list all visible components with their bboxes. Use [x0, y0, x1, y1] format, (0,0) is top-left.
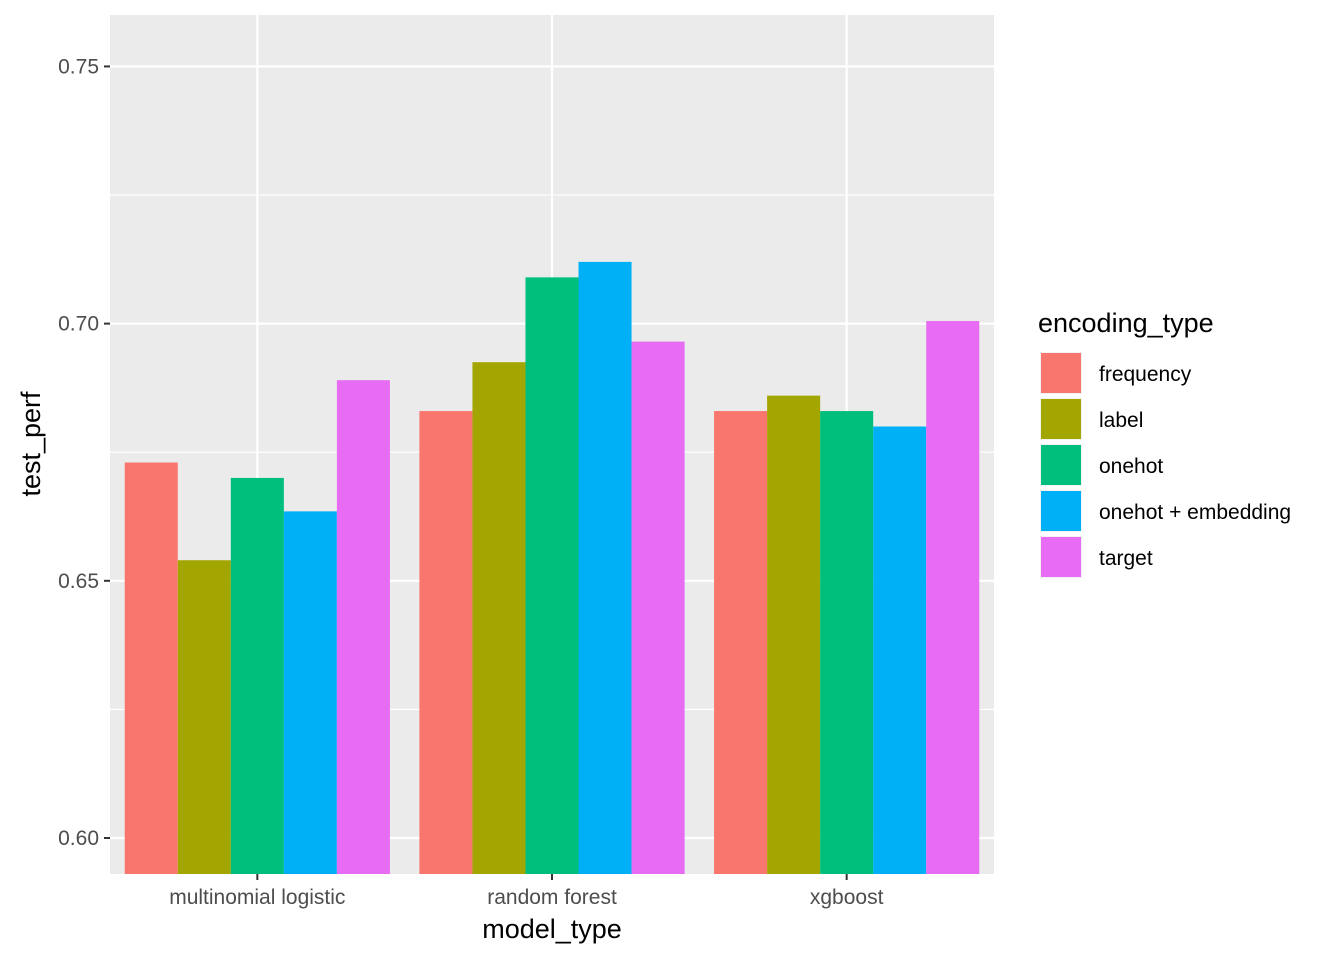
bar-target [631, 341, 685, 875]
bar-frequency [714, 411, 768, 874]
y-tick-label: 0.65 [58, 570, 99, 593]
legend-title: encoding_type [1038, 308, 1214, 338]
bar-label [767, 395, 821, 874]
bar-label [472, 362, 526, 874]
y-tick-label: 0.60 [58, 827, 99, 850]
x-tick-label: random forest [487, 886, 617, 909]
bar-label [177, 560, 231, 874]
y-tick-label: 0.75 [58, 55, 99, 78]
y-axis: 0.60 0.65 0.70 0.75 [58, 55, 110, 850]
legend-label: frequency [1099, 363, 1192, 386]
bar-onehot-embedding [578, 261, 632, 874]
bar-target [926, 321, 980, 874]
legend-key [1041, 399, 1081, 439]
legend: encoding_type frequency label onehot onehot… [1038, 308, 1291, 578]
legend-label: onehot + embedding [1099, 501, 1291, 524]
bar-onehot [525, 277, 579, 874]
bar-frequency [124, 462, 178, 874]
bar-target [336, 380, 390, 874]
bar-onehot-embedding [873, 426, 927, 874]
bar-onehot-embedding [283, 511, 337, 874]
y-tick-label: 0.70 [58, 313, 99, 336]
legend-key [1041, 353, 1081, 393]
legend-label: label [1099, 409, 1143, 432]
x-axis-title: model_type [482, 914, 622, 944]
bar-onehot [230, 477, 284, 874]
y-axis-title: test_perf [16, 391, 46, 497]
legend-key [1041, 445, 1081, 485]
legend-label: onehot [1099, 455, 1163, 478]
x-axis: multinomial logistic random forest xgboost [169, 874, 884, 909]
x-tick-label: xgboost [810, 886, 884, 909]
bars [124, 261, 980, 875]
bar-onehot [820, 411, 874, 874]
legend-key [1041, 491, 1081, 531]
legend-label: target [1099, 547, 1153, 570]
x-tick-label: multinomial logistic [169, 886, 345, 909]
bar-frequency [419, 411, 473, 874]
legend-key [1041, 537, 1081, 577]
